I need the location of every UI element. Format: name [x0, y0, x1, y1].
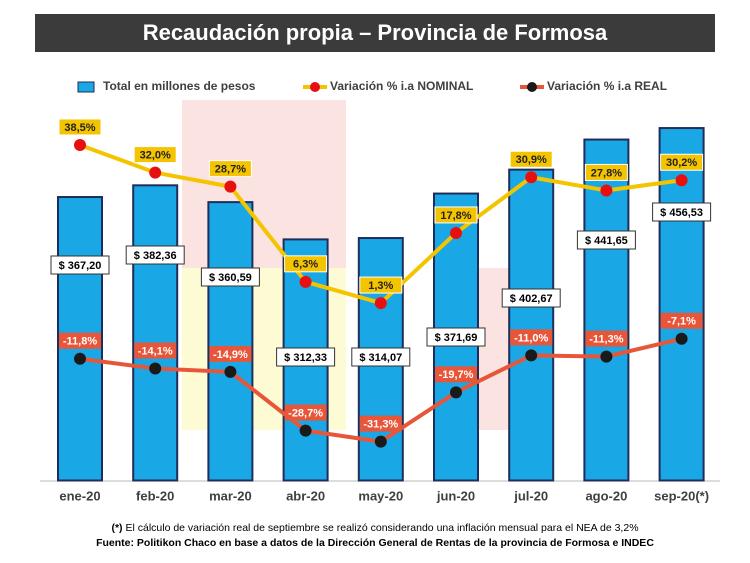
value-label-box — [134, 342, 177, 359]
value-label-box — [59, 332, 101, 349]
value-label: -11,8% — [63, 336, 97, 348]
marker — [525, 171, 538, 184]
value-label-box — [359, 276, 403, 294]
value-label: -11,3% — [589, 334, 623, 346]
value-label-box — [200, 267, 260, 287]
bar — [658, 127, 705, 482]
value-label: $ 371,69 — [435, 332, 478, 344]
value-label: $ 441,65 — [585, 235, 628, 247]
marker — [675, 174, 688, 187]
value-label-box — [58, 118, 102, 136]
value-label: 28,7% — [215, 164, 246, 176]
legend-swatch — [527, 82, 537, 92]
bar — [132, 184, 179, 482]
x-tick-label: ene-20 — [59, 488, 100, 503]
value-label: -31,3% — [363, 419, 398, 431]
marker — [600, 184, 613, 197]
x-tick-label: jun-20 — [436, 488, 475, 503]
marker — [149, 166, 162, 179]
value-label-box — [435, 366, 477, 383]
value-label: 30,2% — [666, 157, 697, 169]
value-label-box — [133, 146, 177, 164]
marker — [450, 226, 462, 239]
footnote: (*) El cálculo de variación real de sept… — [111, 522, 638, 534]
value-label-box — [509, 150, 553, 168]
value-label: -7,1% — [667, 316, 696, 328]
value-label: -28,7% — [288, 407, 323, 419]
value-label-box — [652, 202, 712, 222]
x-tick-label: abr-20 — [286, 488, 325, 503]
legend-label: Variación % i.a NOMINAL — [330, 79, 473, 93]
value-label-box — [510, 329, 553, 346]
value-label: -14,9% — [213, 349, 248, 361]
marker — [600, 350, 613, 363]
footnote-marker: (*) — [111, 522, 122, 534]
value-label: $ 314,07 — [359, 352, 402, 364]
value-label: $ 456,53 — [660, 207, 703, 219]
value-label-box — [284, 404, 327, 421]
marker — [149, 362, 162, 375]
value-label-box — [501, 288, 561, 308]
value-label: 6,3% — [293, 259, 318, 271]
title-bar — [35, 14, 715, 52]
value-label-box — [426, 327, 486, 347]
value-label-box — [208, 160, 252, 178]
x-tick-label: may-20 — [358, 488, 403, 503]
marker — [224, 180, 237, 193]
marker — [74, 138, 86, 151]
value-label: 38,5% — [64, 122, 95, 134]
bar — [207, 201, 254, 482]
legend-swatch — [310, 82, 320, 92]
legend-label: Variación % i.a REAL — [547, 79, 667, 93]
value-label-box — [209, 345, 252, 362]
value-label-box — [125, 245, 185, 265]
legend-swatch — [77, 81, 95, 93]
marker — [299, 275, 312, 288]
marker — [224, 365, 237, 378]
value-label: -19,7% — [439, 369, 474, 381]
value-label: 32,0% — [140, 150, 171, 162]
value-label: $ 402,67 — [510, 293, 553, 305]
value-label-box — [284, 255, 328, 273]
value-label: $ 312,33 — [284, 352, 327, 364]
value-label: 30,9% — [516, 154, 547, 166]
value-label: $ 367,20 — [59, 260, 102, 272]
x-tick-label: feb-20 — [136, 488, 174, 503]
value-label: -14,1% — [138, 345, 173, 357]
value-label-box — [434, 206, 478, 224]
value-label-box — [351, 347, 411, 367]
footnote-text: El cálculo de variación real de septiemb… — [123, 522, 639, 534]
x-tick-label: ago-20 — [585, 488, 627, 503]
marker — [299, 424, 312, 437]
marker — [374, 297, 387, 310]
value-label-box — [584, 163, 628, 181]
x-tick-label: jul-20 — [513, 488, 548, 503]
marker — [374, 435, 387, 448]
value-label: -11,0% — [514, 332, 548, 344]
marker — [525, 349, 538, 362]
marker — [675, 332, 688, 345]
value-label-box — [576, 230, 636, 250]
value-label-box — [359, 415, 402, 432]
value-label: 27,8% — [591, 167, 622, 179]
bar — [508, 168, 555, 482]
value-label: $ 360,59 — [209, 272, 252, 284]
value-label: $ 382,36 — [134, 250, 177, 262]
value-label-box — [660, 153, 704, 171]
x-tick-label: mar-20 — [209, 488, 252, 503]
value-label-box — [660, 312, 703, 329]
value-label-box — [585, 330, 628, 347]
legend-label: Total en millones de pesos — [103, 79, 256, 93]
chart-title: Recaudación propia – Provincia de Formos… — [143, 20, 608, 45]
value-label: 1,3% — [368, 280, 393, 292]
marker — [74, 352, 86, 365]
value-label: 17,8% — [440, 210, 471, 222]
x-tick-label: sep-20(*) — [654, 488, 709, 503]
value-label-box — [50, 255, 110, 275]
value-label-box — [276, 347, 336, 367]
source: Fuente: Politikon Chaco en base a datos … — [96, 537, 654, 549]
marker — [450, 386, 462, 399]
